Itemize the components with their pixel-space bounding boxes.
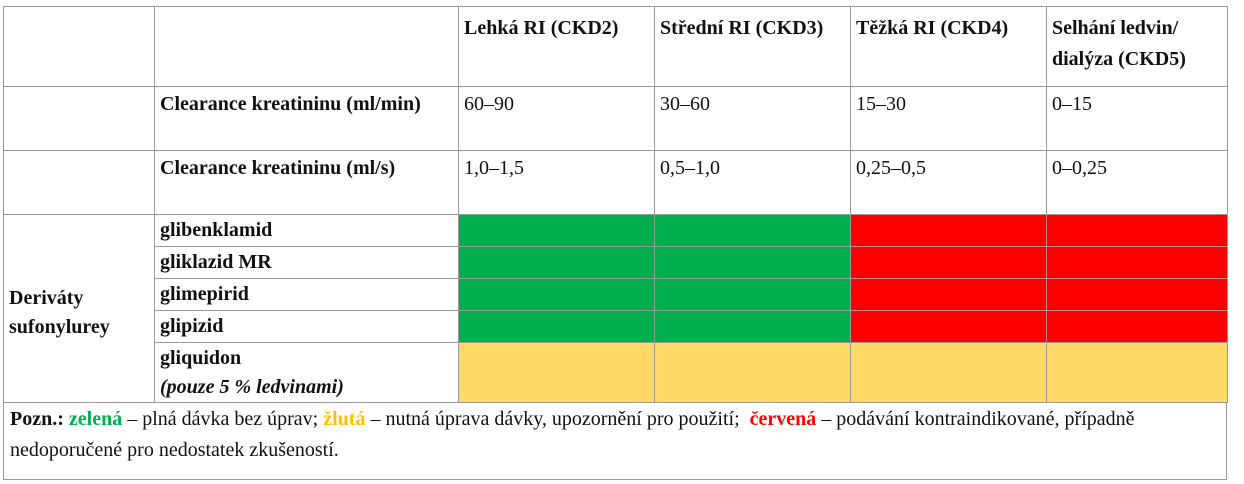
legend-green-word: zelená — [68, 408, 123, 430]
legend-red-text: – podávání kontraindikované, případně ne… — [10, 408, 1135, 461]
empty-cell — [3, 86, 155, 151]
drug-name-gliquidon: gliquidon (pouze 5 % ledvinami) — [154, 342, 459, 403]
status-cell — [1046, 246, 1228, 279]
clearance-ml-s-ckd5: 0–0,25 — [1046, 150, 1228, 215]
column-header-ckd5: Selhání ledvin/ dialýza (CKD5) — [1046, 6, 1228, 87]
column-header-ckd4: Těžká RI (CKD4) — [850, 6, 1047, 87]
legend-green-text: – plná dávka bez úprav; — [127, 408, 319, 430]
status-cell — [654, 310, 851, 343]
column-header-ckd3: Střední RI (CKD3) — [654, 6, 851, 87]
status-cell — [850, 246, 1047, 279]
status-cell — [458, 342, 655, 403]
status-cell — [1046, 278, 1228, 311]
legend-note: Pozn.: zelená – plná dávka bez úprav; žl… — [3, 402, 1227, 480]
clearance-ml-s-ckd2: 1,0–1,5 — [458, 150, 655, 215]
clearance-ml-s-ckd4: 0,25–0,5 — [850, 150, 1047, 215]
status-cell — [458, 214, 655, 247]
status-cell — [850, 278, 1047, 311]
status-cell — [654, 214, 851, 247]
clearance-ml-s-ckd3: 0,5–1,0 — [654, 150, 851, 215]
clearance-ml-min-ckd5: 0–15 — [1046, 86, 1228, 151]
legend-yellow-text: – nutná úprava dávky, upozornění pro pou… — [370, 408, 740, 430]
drug-name-glipizid: glipizid — [154, 310, 459, 343]
clearance-ml-min-ckd4: 15–30 — [850, 86, 1047, 151]
empty-header-cell — [154, 6, 459, 87]
column-header-ckd2: Lehká RI (CKD2) — [458, 6, 655, 87]
status-cell — [654, 278, 851, 311]
drug-name-glibenklamid: glibenklamid — [154, 214, 459, 247]
renal-dosing-table: Lehká RI (CKD2) Střední RI (CKD3) Těžká … — [3, 6, 1228, 403]
status-cell — [1046, 342, 1228, 403]
status-cell — [654, 246, 851, 279]
status-cell — [850, 342, 1047, 403]
row-label-clearance-ml-s: Clearance kreatininu (ml/s) — [154, 150, 459, 215]
clearance-ml-min-ckd3: 30–60 — [654, 86, 851, 151]
note-label: Pozn.: — [10, 408, 64, 430]
clearance-ml-min-ckd2: 60–90 — [458, 86, 655, 151]
drug-subnote: (pouze 5 % ledvinami) — [160, 376, 344, 398]
group-label: Deriváty sufonylurey — [3, 214, 155, 403]
status-cell — [654, 342, 851, 403]
drug-name-gliklazid: gliklazid MR — [154, 246, 459, 279]
drug-name-glimepirid: glimepirid — [154, 278, 459, 311]
status-cell — [1046, 214, 1228, 247]
empty-cell — [3, 150, 155, 215]
status-cell — [1046, 310, 1228, 343]
status-cell — [850, 214, 1047, 247]
legend-red-word: červená — [749, 408, 817, 430]
empty-corner-cell — [3, 6, 155, 87]
legend-yellow-word: žlutá — [323, 408, 366, 430]
status-cell — [458, 310, 655, 343]
row-label-clearance-ml-min: Clearance kreatininu (ml/min) — [154, 86, 459, 151]
drug-name: gliquidon — [160, 347, 242, 369]
status-cell — [458, 278, 655, 311]
status-cell — [458, 246, 655, 279]
status-cell — [850, 310, 1047, 343]
